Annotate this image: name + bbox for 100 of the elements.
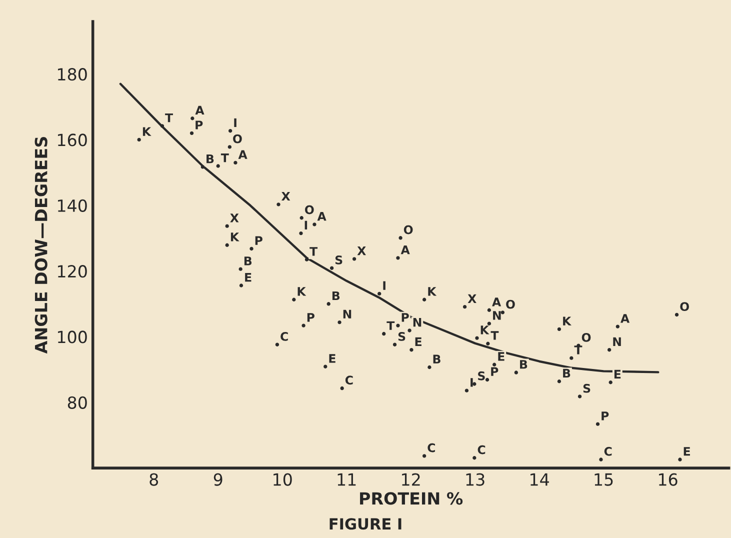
text: O [304, 205, 314, 214]
y-tick-label: 160 [58, 134, 87, 146]
point [304, 258, 309, 262]
point [557, 380, 562, 384]
point [340, 386, 344, 390]
point [557, 327, 562, 332]
text: S [583, 384, 590, 393]
text: X [230, 214, 239, 222]
text: O [582, 332, 591, 342]
point [299, 231, 303, 236]
text: C [428, 443, 435, 452]
text: O [506, 300, 515, 309]
series-label: C [280, 332, 288, 341]
text: P [307, 313, 314, 322]
point [608, 380, 612, 384]
text: B [332, 291, 340, 300]
point [378, 292, 382, 296]
point [398, 236, 402, 240]
text: N [413, 318, 422, 327]
point [160, 124, 164, 128]
series-label: X [281, 192, 290, 201]
y-tick-label: 100 [58, 330, 87, 344]
text: A [317, 212, 326, 221]
point [137, 138, 141, 142]
point [674, 312, 679, 317]
text: S [478, 371, 485, 380]
text: C [345, 376, 353, 385]
text: FIGURE I [330, 518, 402, 530]
x-tick-label: 9 [214, 473, 222, 486]
point [475, 336, 479, 340]
point [472, 456, 476, 460]
text: E [329, 354, 336, 363]
text: K [230, 232, 240, 242]
x-tick-label: 8 [150, 473, 158, 486]
text: C [604, 446, 612, 456]
point [408, 328, 412, 332]
text: K [480, 326, 490, 334]
point [330, 266, 334, 270]
text: P [196, 120, 203, 130]
point [239, 284, 244, 288]
text: A [620, 314, 630, 323]
point [422, 454, 426, 458]
point [578, 394, 582, 398]
point [326, 302, 330, 306]
point [338, 320, 342, 324]
text: A [195, 106, 204, 115]
y-tick-label: 140 [58, 199, 87, 212]
point [300, 216, 304, 220]
series-label: I [234, 118, 236, 128]
x-tick-label: 16 [659, 473, 678, 486]
point [596, 422, 600, 426]
point [678, 458, 682, 462]
text: E [498, 352, 504, 361]
series-label: N [493, 311, 501, 320]
text: T [165, 113, 173, 122]
point [485, 378, 490, 382]
point [422, 298, 426, 302]
point [216, 164, 220, 168]
point [514, 370, 518, 374]
point [190, 116, 194, 120]
text: O [233, 134, 242, 144]
point [225, 224, 229, 228]
series-label: P [255, 236, 262, 245]
point [428, 365, 432, 370]
point [190, 131, 194, 135]
point [225, 243, 229, 247]
point [276, 202, 280, 206]
text: B [563, 368, 570, 378]
text: K [298, 287, 306, 296]
text: P [491, 367, 498, 376]
text: N [613, 337, 621, 346]
text: A [238, 150, 248, 159]
text: E [684, 447, 690, 456]
text: B [206, 154, 214, 164]
text: T [220, 154, 229, 162]
text: B [244, 256, 252, 266]
point [324, 364, 328, 368]
x-tick-label: 10 [274, 473, 292, 486]
y-tick-label: 120 [58, 265, 87, 278]
point [599, 458, 603, 462]
point [200, 165, 205, 169]
point [250, 246, 254, 251]
point [292, 298, 296, 302]
series-label: K [142, 127, 152, 136]
series-label: A [492, 298, 502, 306]
text: B [433, 354, 440, 364]
point [228, 145, 232, 149]
text: P [402, 313, 409, 322]
text: K [563, 316, 572, 326]
x-axis-title: PROTEIN % [360, 492, 463, 505]
point [492, 362, 496, 366]
point [396, 256, 400, 260]
point [486, 342, 490, 346]
point [352, 257, 356, 261]
text: P [602, 412, 609, 420]
text: X [468, 294, 476, 303]
text: T [386, 321, 395, 330]
series-label: S [335, 255, 342, 264]
point [616, 324, 620, 328]
x-tick-label: 15 [594, 473, 613, 486]
